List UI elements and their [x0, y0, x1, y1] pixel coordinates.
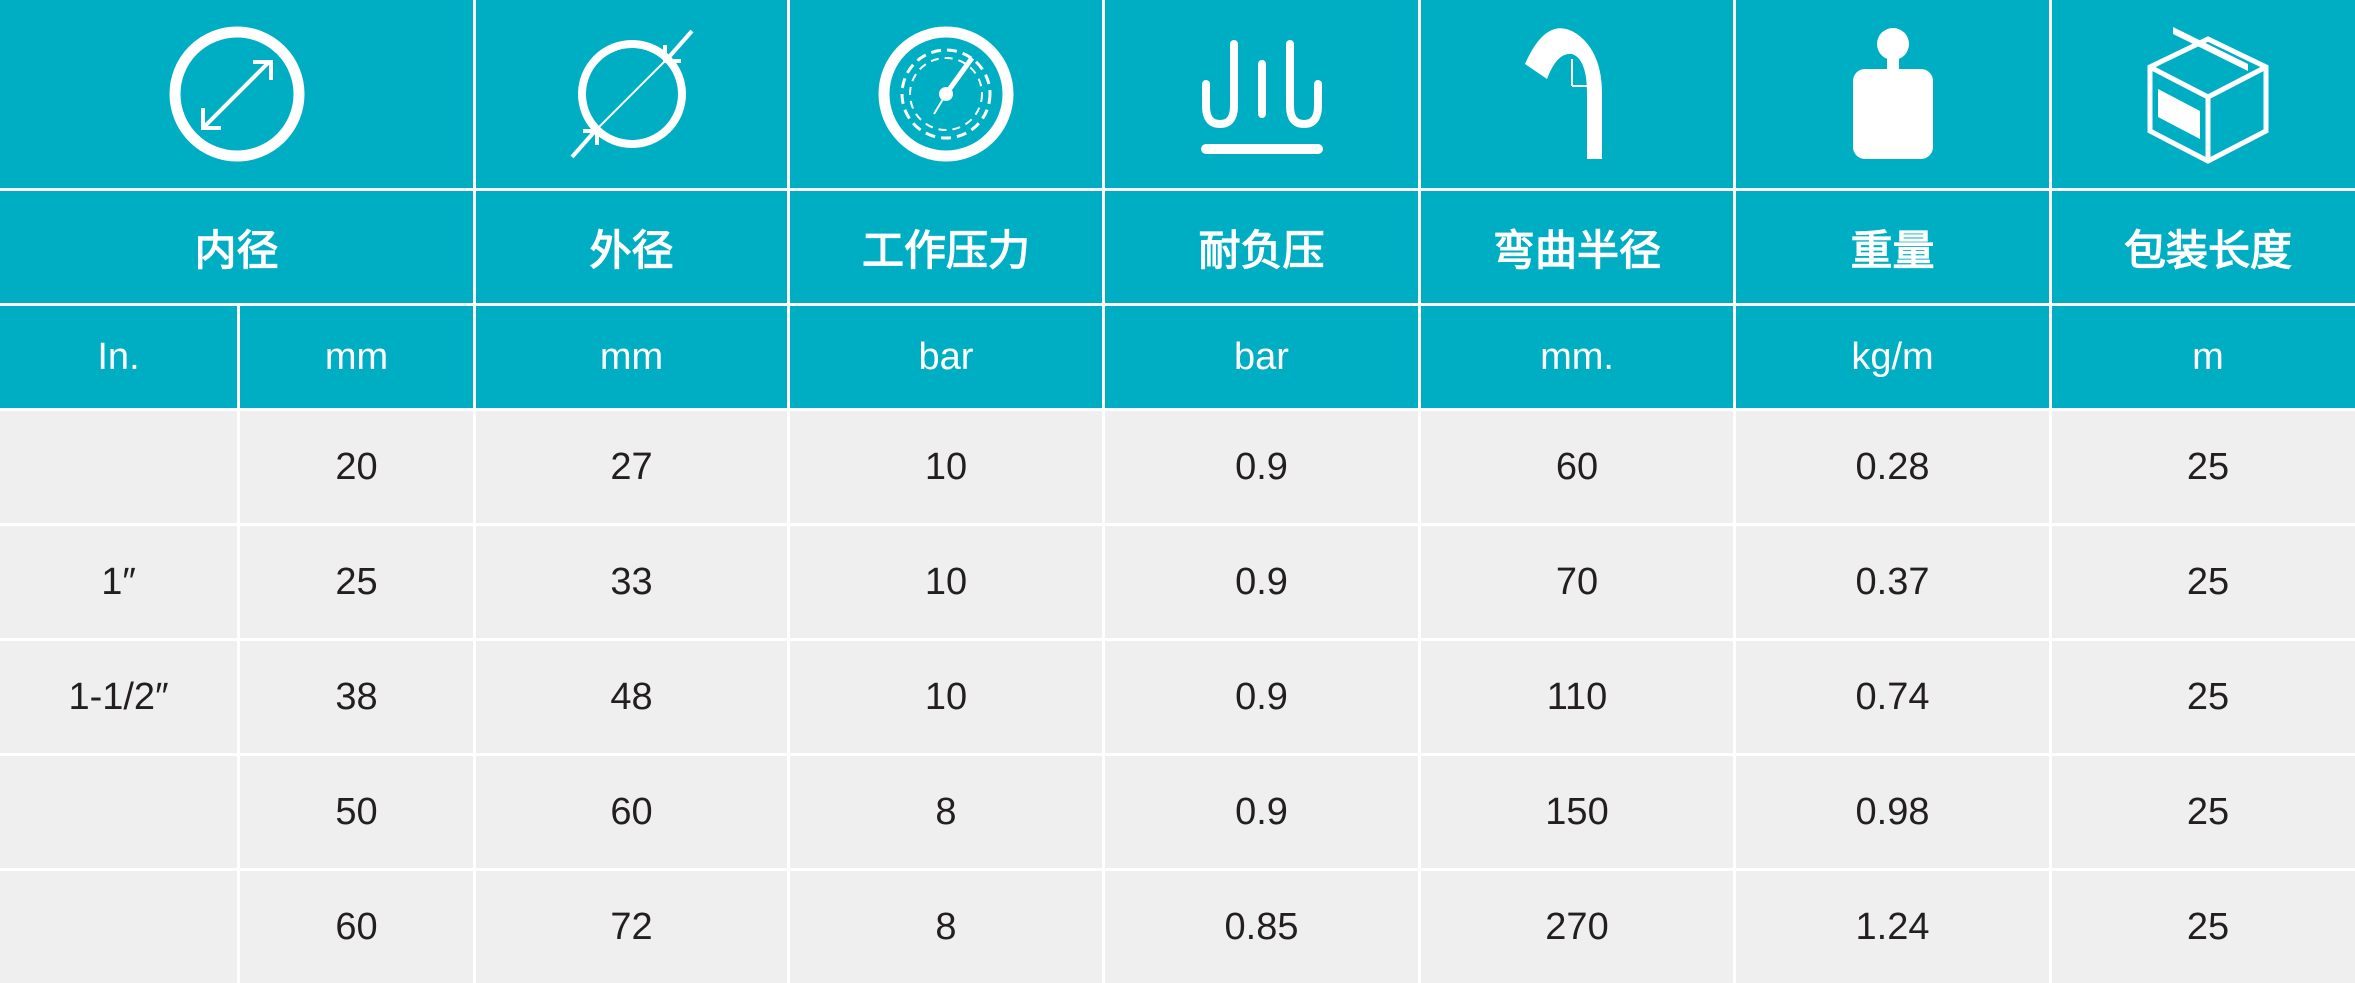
table-cell: 110	[1421, 641, 1733, 753]
table-cell: 0.74	[1736, 641, 2049, 753]
table-cell: 25	[2052, 641, 2355, 753]
table-cell: 25	[2052, 411, 2355, 523]
table-cell: 10	[790, 526, 1102, 638]
table-cell: 0.85	[1105, 871, 1418, 983]
unit-bar: bar	[1105, 306, 1418, 408]
table-cell: 1.24	[1736, 871, 2049, 983]
table-cell: 25	[2052, 526, 2355, 638]
table-cell: 38	[240, 641, 473, 753]
table-cell: 33	[476, 526, 787, 638]
vacuum-icon	[1105, 0, 1418, 188]
table-cell: 8	[790, 756, 1102, 868]
header-weight: 重量	[1736, 191, 2049, 303]
header-package-length: 包装长度	[2052, 191, 2355, 303]
header-inner-diameter: 内径	[0, 191, 473, 303]
table-cell: 1-1/2″	[0, 641, 237, 753]
table-cell: 25	[2052, 756, 2355, 868]
table-cell: 70	[1421, 526, 1733, 638]
table-cell: 0.98	[1736, 756, 2049, 868]
table-cell: 150	[1421, 756, 1733, 868]
table-cell: 8	[790, 871, 1102, 983]
table-cell: 27	[476, 411, 787, 523]
unit-mm: mm	[240, 306, 473, 408]
table-cell: 0.9	[1105, 756, 1418, 868]
table-cell: 270	[1421, 871, 1733, 983]
table-cell: 10	[790, 411, 1102, 523]
table-cell: 0.28	[1736, 411, 2049, 523]
bend-radius-icon	[1421, 0, 1733, 188]
header-bend-radius: 弯曲半径	[1421, 191, 1733, 303]
table-cell: 60	[476, 756, 787, 868]
table-cell: 0.9	[1105, 526, 1418, 638]
table-cell	[0, 756, 237, 868]
table-cell: 48	[476, 641, 787, 753]
table-cell: 0.9	[1105, 641, 1418, 753]
table-cell: 60	[1421, 411, 1733, 523]
table-cell: 50	[240, 756, 473, 868]
pressure-gauge-icon	[790, 0, 1102, 188]
table-cell: 20	[240, 411, 473, 523]
header-vacuum: 耐负压	[1105, 191, 1418, 303]
weight-icon	[1736, 0, 2049, 188]
table-cell: 25	[240, 526, 473, 638]
unit-mm: mm	[476, 306, 787, 408]
header-outer-diameter: 外径	[476, 191, 787, 303]
table-cell: 0.9	[1105, 411, 1418, 523]
table-cell	[0, 871, 237, 983]
unit-mm: mm.	[1421, 306, 1733, 408]
outer-diameter-icon	[476, 0, 787, 188]
table-cell	[0, 411, 237, 523]
inner-diameter-icon	[0, 0, 473, 188]
table-cell: 1″	[0, 526, 237, 638]
header-working-pressure: 工作压力	[790, 191, 1102, 303]
table-cell: 72	[476, 871, 787, 983]
unit-inch: In.	[0, 306, 237, 408]
package-box-icon	[2052, 0, 2355, 188]
unit-m: m	[2052, 306, 2355, 408]
table-cell: 0.37	[1736, 526, 2049, 638]
unit-bar: bar	[790, 306, 1102, 408]
table-cell: 25	[2052, 871, 2355, 983]
unit-kg-per-m: kg/m	[1736, 306, 2049, 408]
table-cell: 10	[790, 641, 1102, 753]
table-cell: 60	[240, 871, 473, 983]
